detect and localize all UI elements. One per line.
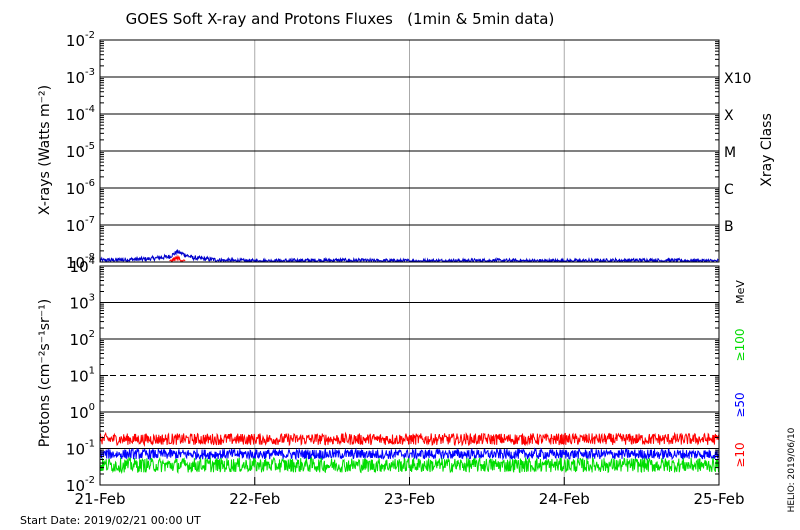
y-tick-label: 10-2 (66, 30, 95, 50)
y-tick-label: 10-6 (66, 178, 95, 198)
y-tick-label: 10-5 (66, 141, 95, 161)
y-tick-label: 10-1 (66, 439, 95, 459)
x-tick-label: 22-Feb (229, 490, 280, 508)
energy-label: ≥100 (733, 329, 747, 362)
xray-grid (100, 40, 719, 262)
x-tick-label: 21-Feb (74, 490, 125, 508)
energy-label: ≥10 (733, 442, 747, 467)
proton-series-line (99, 456, 720, 475)
xray-panel: 10-2 10-3 10-4 10-5 10-6 10-7 10-8 X10 X M C B X-r… (37, 30, 775, 272)
y-tick-label: 103 (70, 293, 95, 313)
y-tick-label: 104 (70, 256, 95, 276)
x-tick-label: 25-Feb (693, 490, 744, 508)
xray-class-label: C (724, 182, 734, 198)
y-tick-label: 10-2 (66, 475, 95, 495)
y-tick-label: 10-3 (66, 67, 95, 87)
x-tick-label: 23-Feb (384, 490, 435, 508)
x-axis-labels: 21-Feb 22-Feb 23-Feb 24-Feb 25-Feb (74, 477, 745, 508)
y-tick-label: 101 (70, 366, 95, 386)
xray-y-ticks: 10-2 10-3 10-4 10-5 10-6 10-7 10-8 (66, 30, 719, 272)
energy-labels: ≥100 ≥50 ≥10 (733, 329, 747, 468)
xray-class-labels: X10 X M C B (724, 71, 751, 235)
proton-grid (100, 266, 719, 485)
start-date: Start Date: 2019/02/21 00:00 UT (20, 514, 201, 527)
xray-y-axis-label: X-rays (Watts m⁻²) (37, 85, 53, 215)
y-tick-label: 10-4 (66, 104, 95, 124)
xray-series-line (99, 249, 719, 263)
proton-y-axis-label: Protons (cm⁻²s⁻¹sr⁻¹) (37, 299, 53, 448)
xray-series-line (169, 254, 186, 262)
xray-series (99, 249, 719, 263)
energy-label: ≥50 (733, 392, 747, 417)
y-tick-label: 102 (70, 329, 95, 349)
proton-panel: 104 103 102 101 100 10-1 10-2 Protons (cm⁻²s⁻¹… (37, 256, 747, 495)
x-tick-label: 24-Feb (539, 490, 590, 508)
y-tick-label: 100 (70, 402, 95, 422)
xray-class-axis-label: Xray Class (759, 113, 775, 187)
xray-class-label: B (724, 219, 734, 235)
energy-unit-label: MeV (734, 280, 747, 304)
proton-series (99, 431, 720, 475)
xray-class-label: M (724, 145, 736, 161)
y-tick-label: 10-8 (66, 252, 95, 272)
xray-class-label: X (724, 108, 734, 124)
proton-series-line (99, 447, 720, 461)
proton-y-ticks: 104 103 102 101 100 10-1 10-2 (66, 256, 719, 495)
y-tick-label: 10-7 (66, 215, 95, 235)
footer-right: HELIO: 2019/06/10 (787, 427, 797, 512)
xray-class-label: X10 (724, 71, 751, 87)
chart-title: GOES Soft X-ray and Protons Fluxes (1min… (126, 10, 555, 28)
proton-series-line (99, 431, 720, 447)
